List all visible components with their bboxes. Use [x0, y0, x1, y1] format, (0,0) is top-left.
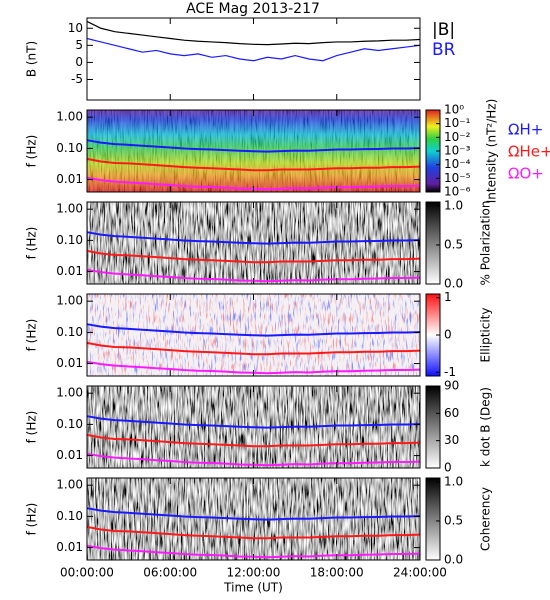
series-line — [86, 139, 421, 153]
x-tick-label: 18:00:00 — [310, 566, 364, 580]
series-line — [86, 341, 421, 356]
series-line — [86, 231, 421, 245]
y-axis-label: f (Hz) — [25, 503, 39, 536]
series-line — [86, 249, 421, 264]
y-axis-label: f (Hz) — [25, 319, 39, 352]
legend-label: ΩHe+ — [508, 143, 550, 161]
chart-title: ACE Mag 2013-217 — [186, 1, 320, 17]
y-tick-label: 0.10 — [56, 141, 83, 155]
y-tick-label: 0.01 — [56, 540, 83, 554]
colorbar — [425, 385, 441, 469]
x-tick-label: 24:00:00 — [393, 566, 447, 580]
colorbar-tick-label: 0.0 — [444, 553, 463, 567]
colorbar-tick-label: 0.0 — [444, 277, 463, 291]
y-tick-label: 10 — [68, 21, 83, 35]
x-axis-label: Time (UT) — [223, 581, 283, 595]
y-tick-label: 5 — [75, 38, 83, 52]
x-tick-label: 06:00:00 — [143, 566, 197, 580]
colorbar-tick-label: 1.0 — [444, 474, 463, 488]
colorbar-tick-label: 0.5 — [444, 513, 463, 527]
colorbar-tick-label: 10⁻³ — [444, 144, 471, 158]
series-line — [86, 323, 421, 337]
colorbar-tick-label: 0 — [444, 461, 452, 475]
colorbar — [425, 477, 441, 561]
y-axis-label: f (Hz) — [25, 135, 39, 168]
colorbar-tick-label: -1 — [444, 365, 456, 379]
legend-label: |B| — [432, 20, 455, 40]
colorbar-label: Intensity (nT²/Hz) — [485, 99, 499, 204]
colorbar-tick-label: 60 — [444, 406, 459, 420]
y-tick-label: 0.01 — [56, 172, 83, 186]
colorbar-tick-label: 1 — [444, 290, 452, 304]
colorbar — [425, 201, 441, 285]
series-line — [86, 37, 421, 62]
y-tick-label: 0.01 — [56, 448, 83, 462]
colorbar-label: % Polarization — [479, 201, 493, 286]
series-line — [86, 433, 421, 448]
y-axis-label: B (nT) — [25, 41, 39, 77]
series-line — [86, 157, 421, 172]
legend-label: ΩH+ — [508, 121, 543, 139]
y-tick-label: 0.10 — [56, 417, 83, 431]
y-tick-label: 0.10 — [56, 325, 83, 339]
colorbar-tick-label: 10⁻⁶ — [444, 185, 471, 199]
spectrogram-image — [87, 110, 420, 192]
series-line — [86, 525, 421, 540]
series-line — [86, 20, 421, 46]
y-tick-label: 1.00 — [56, 294, 83, 308]
colorbar-tick-label: 10⁰ — [444, 103, 464, 117]
legend-label: ΩO+ — [508, 165, 544, 183]
y-tick-label: 1.00 — [56, 202, 83, 216]
colorbar-tick-label: 10⁻² — [444, 130, 471, 144]
series-line — [86, 507, 421, 521]
colorbar-tick-label: 10⁻¹ — [444, 116, 471, 130]
colorbar-label: Ellipticity — [479, 308, 493, 363]
y-tick-label: 1.00 — [56, 110, 83, 124]
y-tick-label: 0.01 — [56, 264, 83, 278]
colorbar-tick-label: 10⁻⁴ — [444, 157, 471, 171]
legend-label: BR — [432, 40, 456, 60]
y-axis-label: f (Hz) — [25, 227, 39, 260]
x-tick-label: 12:00:00 — [227, 566, 281, 580]
y-tick-label: 0.10 — [56, 509, 83, 523]
plot-frame — [86, 17, 421, 101]
series-line — [86, 415, 421, 429]
y-tick-label: -5 — [71, 72, 83, 86]
y-tick-label: 1.00 — [56, 478, 83, 492]
colorbar-tick-label: 0 — [444, 328, 452, 342]
colorbar-tick-label: 90 — [444, 379, 459, 393]
y-tick-label: 0.01 — [56, 356, 83, 370]
colorbar-label: k dot B (Deg) — [479, 387, 493, 467]
colorbar-tick-label: 10⁻⁵ — [444, 171, 471, 185]
colorbar-label: Coherency — [479, 487, 493, 551]
colorbar-tick-label: 1.0 — [444, 198, 463, 212]
y-tick-label: 1.00 — [56, 386, 83, 400]
y-axis-label: f (Hz) — [25, 411, 39, 444]
colorbar-tick-label: 30 — [444, 433, 459, 447]
x-tick-label: 00:00:00 — [60, 566, 114, 580]
colorbar-tick-label: 0.5 — [444, 237, 463, 251]
y-tick-label: 0.10 — [56, 233, 83, 247]
y-tick-label: 0 — [75, 55, 83, 69]
